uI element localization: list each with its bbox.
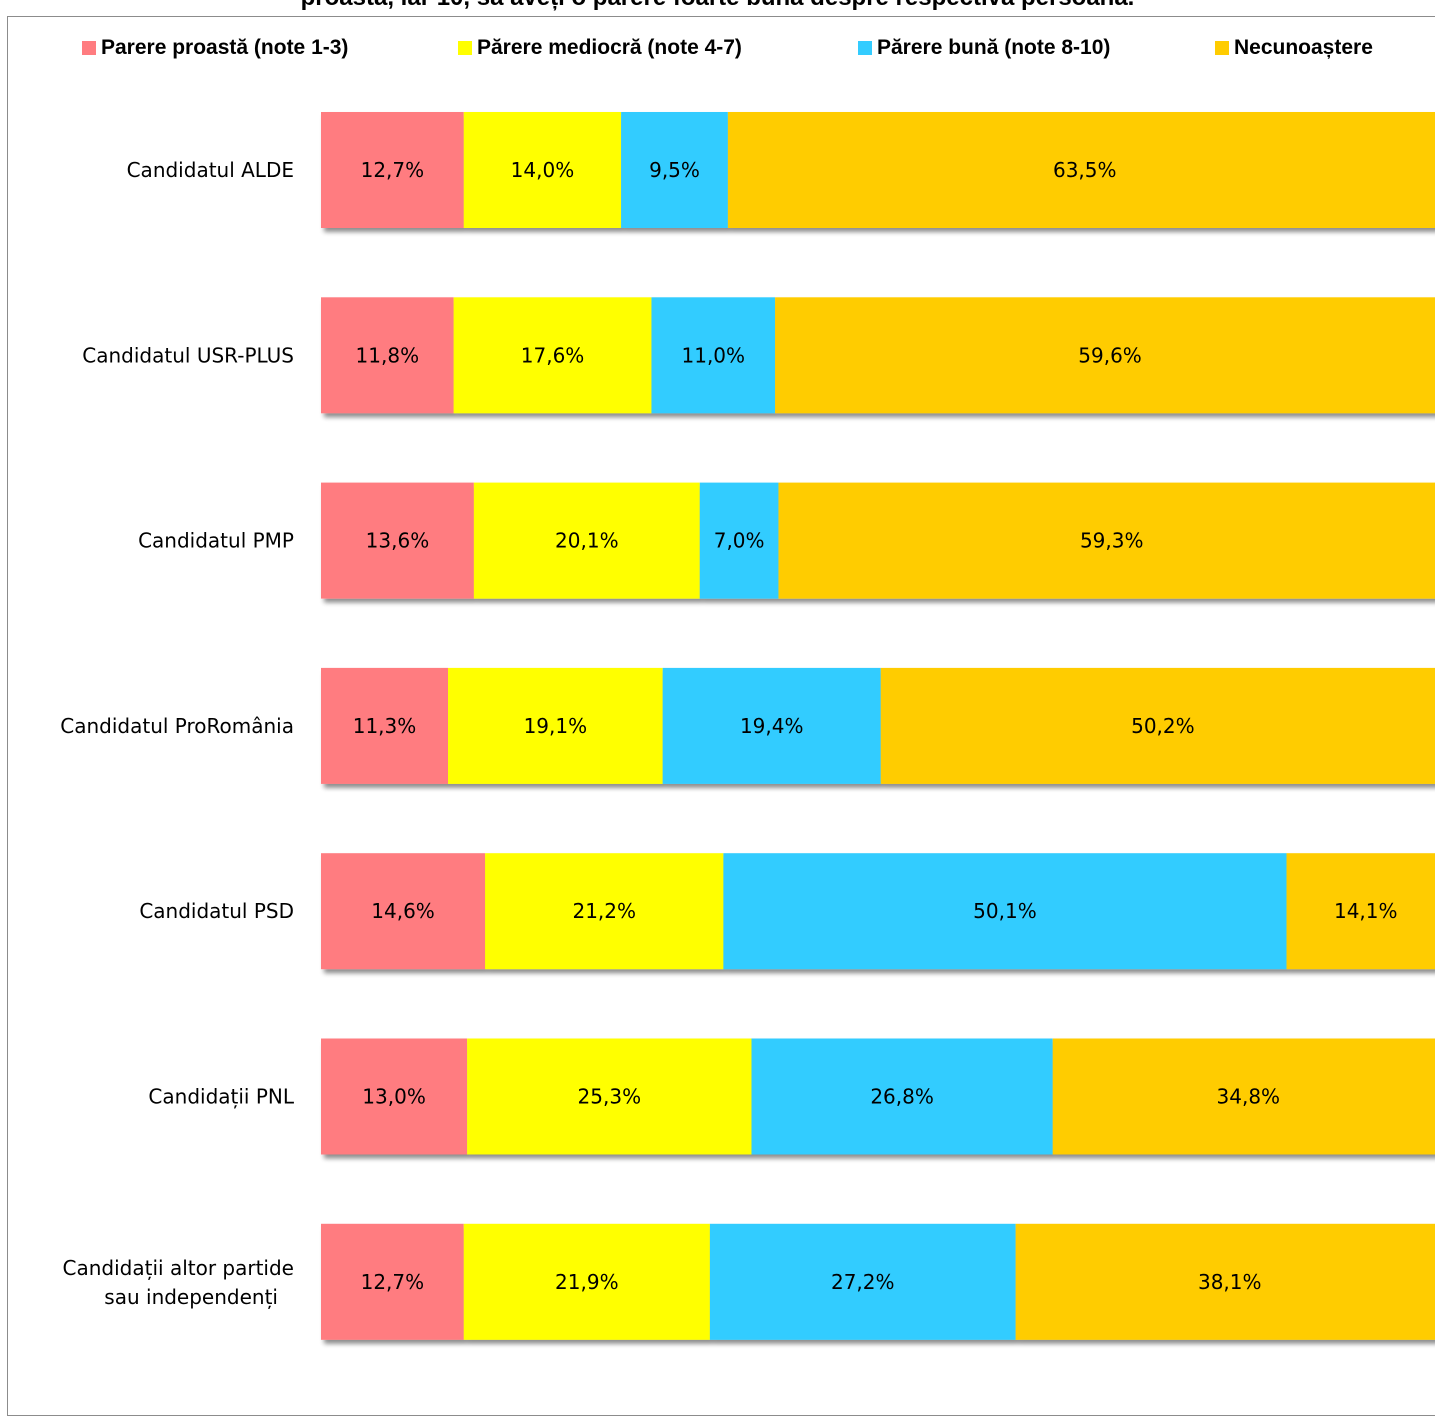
bars-group (321, 112, 1435, 1340)
data-label-candidatii-pnl-parere-mediocra-note-4-7: 25,3% (578, 1085, 642, 1109)
bar-segment-candidatul-alde-parere-proasta-note-1-3 (321, 112, 464, 228)
bar-segment-candidatii-pnl-parere-buna-note-8-10 (751, 1038, 1053, 1155)
bar-segment-candidatii-altor-partide-sau-independenti-parere-proasta-note-1-3 (321, 1223, 464, 1340)
data-label-candidatul-pmp-parere-buna-note-8-10: 7,0% (714, 529, 765, 553)
bar-segment-candidatul-alde-necunoastere (727, 112, 1435, 228)
bar-row-candidatii-altor-partide-sau-independenti (321, 1223, 1435, 1340)
bar-row-candidatul-usr-plus (321, 297, 1435, 414)
data-label-candidatul-proromania-necunoastere: 50,2% (1131, 714, 1195, 738)
bar-segment-candidatul-pmp-parere-mediocra-note-4-7 (473, 482, 700, 599)
data-label-candidatul-usr-plus-parere-mediocra-note-4-7: 17,6% (521, 343, 585, 367)
legend-item-parere-buna: Părere bună (note 8-10) (858, 36, 1110, 60)
bar-segment-candidatul-proromania-parere-mediocra-note-4-7 (448, 667, 663, 784)
bar-segment-candidatii-pnl-parere-mediocra-note-4-7 (467, 1038, 752, 1155)
bar-segment-candidatul-psd-necunoastere (1286, 853, 1435, 970)
chart-legend: Parere proastă (note 1-3) Părere mediocr… (0, 36, 1435, 66)
legend-swatch-parere-proasta (82, 41, 96, 55)
data-label-candidatii-altor-partide-sau-independenti-parere-buna-note-8-10: 27,2% (831, 1270, 895, 1294)
data-label-candidatul-proromania-parere-proasta-note-1-3: 11,3% (353, 714, 417, 738)
data-label-candidatii-altor-partide-sau-independenti-parere-proasta-note-1-3: 12,7% (361, 1270, 425, 1294)
legend-label-parere-proasta: Parere proastă (note 1-3) (101, 36, 349, 59)
data-label-candidatii-altor-partide-sau-independenti-parere-mediocra-note-4-7: 21,9% (555, 1270, 619, 1294)
data-label-candidatul-usr-plus-parere-proasta-note-1-3: 11,8% (356, 343, 420, 367)
bar-row-candidatul-psd (321, 853, 1435, 970)
data-label-candidatul-usr-plus-parere-buna-note-8-10: 11,0% (682, 343, 746, 367)
data-label-candidatul-alde-parere-mediocra-note-4-7: 14,0% (511, 158, 575, 182)
data-label-candidatii-pnl-parere-proasta-note-1-3: 13,0% (362, 1085, 426, 1109)
category-label-candidatul-psd: Candidatul PSD (139, 899, 294, 923)
data-label-candidatul-alde-parere-proasta-note-1-3: 12,7% (361, 158, 425, 182)
data-label-candidatul-psd-parere-mediocra-note-4-7: 21,2% (572, 899, 636, 923)
bar-segment-candidatii-altor-partide-sau-independenti-parere-mediocra-note-4-7 (463, 1223, 710, 1340)
data-label-candidatul-alde-necunoastere: 63,5% (1053, 158, 1117, 182)
legend-swatch-necunoastere (1215, 41, 1229, 55)
bar-segment-candidatul-proromania-parere-proasta-note-1-3 (321, 667, 449, 784)
category-label-candidatul-alde: Candidatul ALDE (127, 158, 294, 182)
bar-row-candidatul-pmp (321, 482, 1435, 599)
category-label-candidatul-pmp: Candidatul PMP (138, 529, 294, 553)
data-label-candidatul-psd-necunoastere: 14,1% (1334, 899, 1398, 923)
data-label-candidatul-psd-parere-proasta-note-1-3: 14,6% (371, 899, 435, 923)
bar-segment-candidatul-pmp-parere-proasta-note-1-3 (321, 482, 474, 599)
bar-segment-candidatul-proromania-parere-buna-note-8-10 (662, 667, 881, 784)
bar-row-candidatii-pnl (321, 1038, 1435, 1155)
bar-row-candidatul-proromania (321, 667, 1435, 784)
legend-item-parere-proasta: Parere proastă (note 1-3) (82, 36, 348, 60)
category-label-candidatul-proromania: Candidatul ProRomânia (60, 714, 294, 738)
category-label-candidatul-usr-plus: Candidatul USR-PLUS (82, 343, 294, 367)
legend-item-parere-mediocra: Părere mediocră (note 4-7) (458, 36, 742, 60)
bar-segment-candidatul-usr-plus-parere-proasta-note-1-3 (321, 297, 454, 414)
data-label-candidatul-proromania-parere-mediocra-note-4-7: 19,1% (524, 714, 588, 738)
legend-label-parere-buna: Părere bună (note 8-10) (877, 36, 1111, 59)
bar-segment-candidatii-pnl-necunoastere (1052, 1038, 1435, 1155)
bar-segment-candidatul-psd-parere-mediocra-note-4-7 (485, 853, 724, 970)
data-label-candidatul-usr-plus-necunoastere: 59,6% (1078, 343, 1142, 367)
bar-segment-candidatul-usr-plus-parere-mediocra-note-4-7 (453, 297, 652, 414)
legend-label-parere-mediocra: Părere mediocră (note 4-7) (477, 36, 742, 59)
bar-segment-candidatul-proromania-necunoastere (880, 667, 1435, 784)
category-label-candidatii-pnl: Candidații PNL (148, 1085, 294, 1109)
bar-segment-candidatul-pmp-parere-buna-note-8-10 (699, 482, 779, 599)
data-label-candidatul-proromania-parere-buna-note-8-10: 19,4% (740, 714, 804, 738)
data-label-candidatul-psd-parere-buna-note-8-10: 50,1% (973, 899, 1037, 923)
data-label-candidatul-alde-parere-buna-note-8-10: 9,5% (649, 158, 700, 182)
bar-segment-candidatul-alde-parere-mediocra-note-4-7 (463, 112, 622, 228)
bar-row-candidatul-alde (321, 112, 1435, 228)
bar-segment-candidatul-psd-parere-proasta-note-1-3 (321, 853, 486, 970)
data-label-candidatii-pnl-parere-buna-note-8-10: 26,8% (870, 1085, 934, 1109)
legend-label-necunoastere: Necunoaștere (1234, 36, 1373, 59)
category-label-candidatii-altor-partide-sau-independenti: Candidații altor partide sau independenți (63, 1256, 294, 1309)
data-label-candidatii-altor-partide-sau-independenti-necunoastere: 38,1% (1198, 1270, 1262, 1294)
bar-segment-candidatul-usr-plus-parere-buna-note-8-10 (651, 297, 776, 414)
bar-segment-candidatul-psd-parere-buna-note-8-10 (723, 853, 1287, 970)
bar-segment-candidatii-altor-partide-sau-independenti-necunoastere (1015, 1223, 1435, 1340)
data-label-candidatul-pmp-parere-proasta-note-1-3: 13,6% (366, 529, 430, 553)
data-label-candidatul-pmp-necunoastere: 59,3% (1080, 529, 1144, 553)
data-label-candidatul-pmp-parere-mediocra-note-4-7: 20,1% (555, 529, 619, 553)
data-label-candidatii-pnl-necunoastere: 34,8% (1217, 1085, 1281, 1109)
bar-segment-candidatii-pnl-parere-proasta-note-1-3 (321, 1038, 468, 1155)
bar-segment-candidatii-altor-partide-sau-independenti-parere-buna-note-8-10 (709, 1223, 1016, 1340)
legend-swatch-parere-buna (858, 41, 872, 55)
bar-segment-candidatul-usr-plus-necunoastere (775, 297, 1435, 414)
bar-segment-candidatul-alde-parere-buna-note-8-10 (621, 112, 728, 228)
legend-swatch-parere-mediocra (458, 41, 472, 55)
bar-segment-candidatul-pmp-necunoastere (778, 482, 1435, 599)
labels-group: 12,7% 14,0% 9,5% 63,5% Candidatul ALDE 11,8% 1… (60, 158, 1397, 1309)
legend-item-necunoastere: Necunoaștere (1215, 36, 1373, 60)
chart-title: proastă, iar 10, să aveți o părere foart… (0, 0, 1435, 12)
